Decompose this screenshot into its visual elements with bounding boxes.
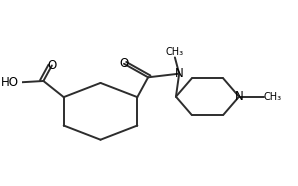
Text: CH₃: CH₃: [166, 47, 184, 57]
Text: O: O: [47, 59, 57, 72]
Text: CH₃: CH₃: [264, 92, 282, 102]
Text: N: N: [175, 67, 184, 80]
Text: O: O: [119, 57, 128, 70]
Text: N: N: [235, 90, 243, 103]
Text: HO: HO: [1, 76, 19, 89]
